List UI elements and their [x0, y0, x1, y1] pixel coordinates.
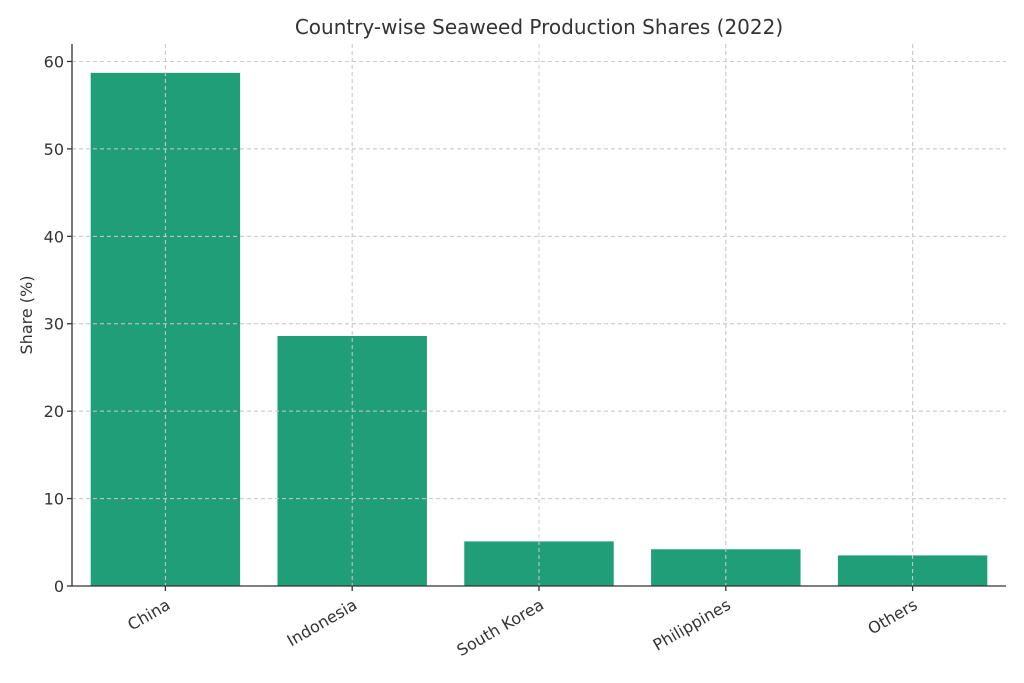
bars — [72, 44, 1006, 587]
y-tick-label: 50 — [44, 140, 64, 159]
x-ticks: China Indonesia South Korea Philippines Othe… — [124, 586, 921, 660]
y-tick-label: 60 — [44, 52, 64, 71]
y-tick-label: 0 — [54, 577, 64, 596]
y-ticks: 0 10 20 30 40 50 60 — [44, 52, 72, 596]
y-tick-label: 10 — [44, 490, 64, 509]
x-tick-label: Indonesia — [284, 595, 361, 650]
y-axis-label: Share (%) — [17, 276, 36, 355]
chart-title: Country-wise Seaweed Production Shares (… — [295, 15, 783, 39]
x-tick-label: Others — [865, 595, 921, 638]
x-tick-label: China — [124, 595, 173, 634]
x-tick-label: Philippines — [650, 595, 734, 655]
y-tick-label: 20 — [44, 402, 64, 421]
bar-philippines — [651, 549, 801, 586]
x-tick-label: South Korea — [454, 595, 547, 660]
y-tick-label: 40 — [44, 227, 64, 246]
y-tick-label: 30 — [44, 315, 64, 334]
